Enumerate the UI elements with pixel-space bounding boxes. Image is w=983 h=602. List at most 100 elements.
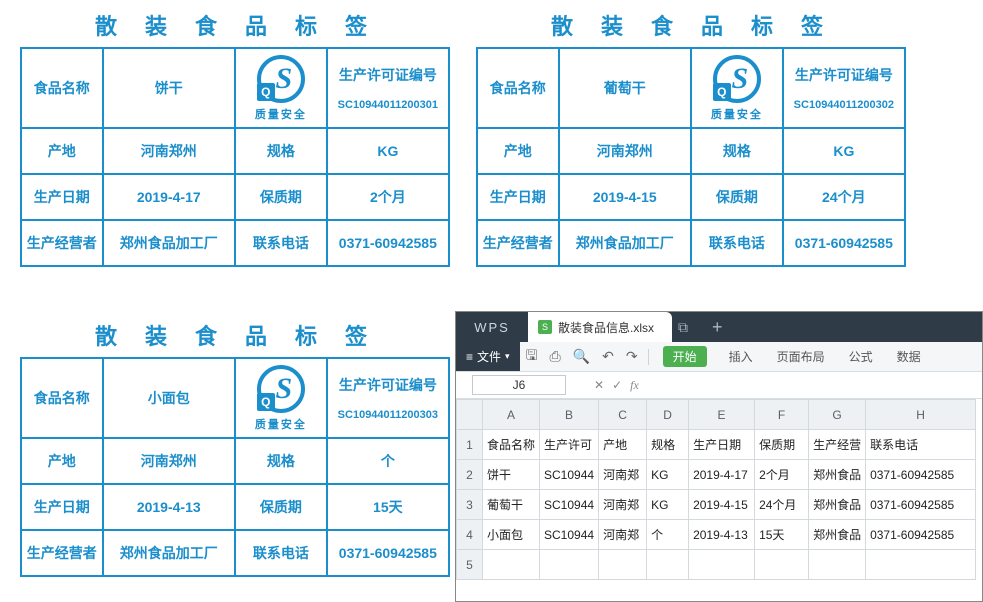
- wps-tabbar: WPS S 散装食品信息.xlsx ⧉ +: [456, 312, 982, 342]
- grid-cell[interactable]: 2个月: [755, 460, 809, 490]
- grid-cell[interactable]: 河南郑: [599, 520, 647, 550]
- row-header[interactable]: 4: [457, 520, 483, 550]
- col-header[interactable]: H: [866, 400, 976, 430]
- redo-icon[interactable]: ↷: [620, 348, 644, 365]
- grid-cell[interactable]: 24个月: [755, 490, 809, 520]
- grid-cell[interactable]: [647, 550, 689, 580]
- label-producer-hdr: 生产经营者: [21, 530, 103, 576]
- ribbon-tab-insert[interactable]: 插入: [717, 348, 765, 365]
- row-header[interactable]: 2: [457, 460, 483, 490]
- col-header[interactable]: D: [647, 400, 689, 430]
- fx-icon[interactable]: fx: [630, 378, 639, 393]
- label-spec-hdr: 规格: [235, 438, 327, 484]
- grid-cell[interactable]: 产地: [599, 430, 647, 460]
- grid-cell[interactable]: 2019-4-13: [689, 520, 755, 550]
- label-date-hdr: 生产日期: [21, 174, 103, 220]
- col-header[interactable]: E: [689, 400, 755, 430]
- grid-corner[interactable]: [457, 400, 483, 430]
- label-name-value: 饼干: [103, 48, 235, 128]
- grid-cell[interactable]: 0371-60942585: [866, 520, 976, 550]
- grid-cell[interactable]: KG: [647, 460, 689, 490]
- grid-cell[interactable]: [483, 550, 540, 580]
- col-header[interactable]: B: [540, 400, 599, 430]
- label-producer-value: 郑州食品加工厂: [103, 220, 235, 266]
- label-date-value: 2019-4-15: [559, 174, 691, 220]
- cancel-icon[interactable]: ✕: [594, 378, 604, 392]
- preview-icon[interactable]: 🔍: [567, 348, 596, 365]
- label-license-cell: 生产许可证编号 SC10944011200301: [327, 48, 449, 128]
- ribbon-tab-data[interactable]: 数据: [885, 348, 933, 365]
- qs-text: 质量安全: [255, 106, 307, 122]
- grid-cell[interactable]: [689, 550, 755, 580]
- grid-cell[interactable]: 河南郑: [599, 460, 647, 490]
- grid-cell[interactable]: 葡萄干: [483, 490, 540, 520]
- grid-cell[interactable]: 食品名称: [483, 430, 540, 460]
- print-icon[interactable]: ⎙: [544, 348, 567, 365]
- row-header[interactable]: 3: [457, 490, 483, 520]
- grid-cell[interactable]: 联系电话: [866, 430, 976, 460]
- grid-cell[interactable]: 生产许可: [540, 430, 599, 460]
- grid-cell[interactable]: 河南郑: [599, 490, 647, 520]
- label-shelf-value: 15天: [327, 484, 449, 530]
- row-header[interactable]: 1: [457, 430, 483, 460]
- grid-cell[interactable]: [599, 550, 647, 580]
- grid-cell[interactable]: 保质期: [755, 430, 809, 460]
- col-header[interactable]: F: [755, 400, 809, 430]
- label-spec-hdr: 规格: [691, 128, 783, 174]
- food-label-card: 散装食品标签 食品名称 小面包 SQ 质量安全 生产许可证编号 SC109440…: [10, 310, 460, 586]
- wps-logo-text: WPS: [474, 320, 510, 335]
- label-shelf-hdr: 保质期: [235, 484, 327, 530]
- wps-active-tab[interactable]: S 散装食品信息.xlsx: [528, 312, 672, 342]
- grid-cell[interactable]: [540, 550, 599, 580]
- grid-cell[interactable]: 郑州食品: [809, 490, 866, 520]
- grid-cell[interactable]: KG: [647, 490, 689, 520]
- label-spec-hdr: 规格: [235, 128, 327, 174]
- grid-cell[interactable]: [809, 550, 866, 580]
- grid-cell[interactable]: 郑州食品: [809, 460, 866, 490]
- new-tab-button[interactable]: +: [712, 317, 723, 338]
- grid-cell[interactable]: [866, 550, 976, 580]
- grid-cell[interactable]: 个: [647, 520, 689, 550]
- grid-cell[interactable]: 生产经营: [809, 430, 866, 460]
- grid-cell[interactable]: 0371-60942585: [866, 460, 976, 490]
- grid-cell[interactable]: 0371-60942585: [866, 490, 976, 520]
- label-origin-hdr: 产地: [477, 128, 559, 174]
- label-shelf-hdr: 保质期: [235, 174, 327, 220]
- wps-window: WPS S 散装食品信息.xlsx ⧉ + ≡ 文件 ▾ 🖫 ⎙ 🔍 ↶ ↷ 开…: [455, 311, 983, 602]
- grid-cell[interactable]: [755, 550, 809, 580]
- grid-cell[interactable]: 生产日期: [689, 430, 755, 460]
- row-header[interactable]: 5: [457, 550, 483, 580]
- spreadsheet-grid[interactable]: ABCDEFGH 1食品名称生产许可产地规格生产日期保质期生产经营联系电话 2饼干S…: [456, 399, 982, 580]
- ribbon-tab-start[interactable]: 开始: [663, 346, 707, 367]
- grid-cell[interactable]: 规格: [647, 430, 689, 460]
- grid-cell[interactable]: 小面包: [483, 520, 540, 550]
- label-table: 食品名称 葡萄干 SQ 质量安全 生产许可证编号 SC1094401120030…: [476, 47, 906, 267]
- file-menu-button[interactable]: ≡ 文件 ▾: [456, 342, 520, 371]
- label-origin-value: 河南郑州: [559, 128, 691, 174]
- col-header[interactable]: G: [809, 400, 866, 430]
- ribbon-tab-pagelayout[interactable]: 页面布局: [765, 348, 837, 365]
- name-box[interactable]: J6: [472, 375, 566, 395]
- grid-cell[interactable]: SC10944: [540, 490, 599, 520]
- undo-icon[interactable]: ↶: [596, 348, 620, 365]
- grid-cell[interactable]: 饼干: [483, 460, 540, 490]
- label-origin-value: 河南郑州: [103, 128, 235, 174]
- tab-popout-icon[interactable]: ⧉: [678, 319, 688, 336]
- save-icon[interactable]: 🖫: [520, 345, 544, 369]
- grid-cell[interactable]: 郑州食品: [809, 520, 866, 550]
- grid-cell[interactable]: 15天: [755, 520, 809, 550]
- col-header[interactable]: A: [483, 400, 540, 430]
- wps-home-button[interactable]: WPS: [456, 312, 528, 342]
- col-header[interactable]: C: [599, 400, 647, 430]
- confirm-icon[interactable]: ✓: [612, 378, 622, 392]
- label-license-cell: 生产许可证编号 SC10944011200302: [783, 48, 905, 128]
- grid-cell[interactable]: SC10944: [540, 460, 599, 490]
- grid-cell[interactable]: 2019-4-15: [689, 490, 755, 520]
- label-name-hdr: 食品名称: [21, 358, 103, 438]
- grid-cell[interactable]: 2019-4-17: [689, 460, 755, 490]
- label-phone-hdr: 联系电话: [235, 530, 327, 576]
- grid-cell[interactable]: SC10944: [540, 520, 599, 550]
- label-producer-value: 郑州食品加工厂: [103, 530, 235, 576]
- food-label-card: 散装食品标签 食品名称 葡萄干 SQ 质量安全 生产许可证编号 SC109440…: [466, 0, 916, 276]
- ribbon-tab-formula[interactable]: 公式: [837, 348, 885, 365]
